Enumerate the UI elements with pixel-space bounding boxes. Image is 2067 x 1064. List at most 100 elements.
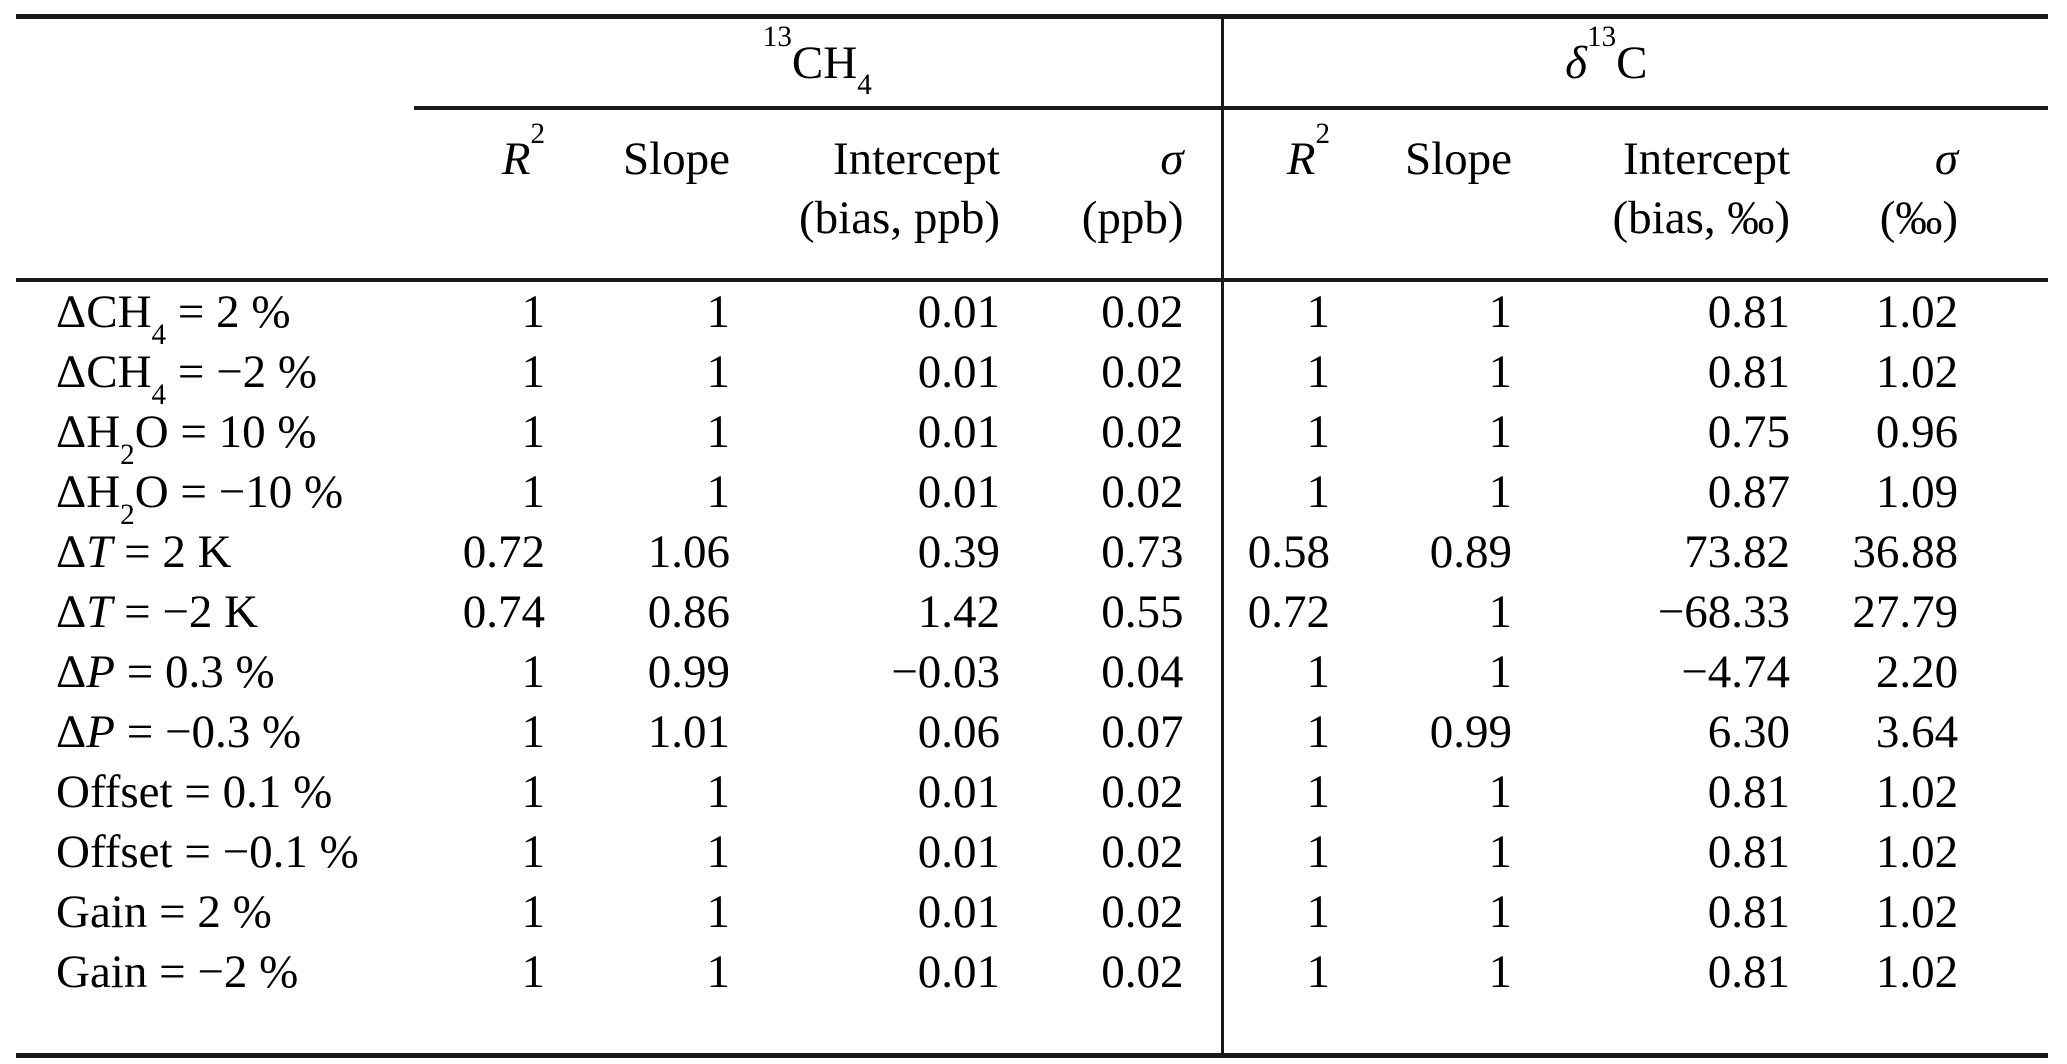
cell-intercept-ch4: 0.39	[917, 526, 1000, 578]
col-header-line1: Intercept	[832, 133, 1000, 185]
cell-r2-d13c: 1	[1220, 462, 1336, 522]
cell-r2-d13c: 1	[1220, 702, 1336, 762]
table-row: ΔH2O = 10 % 1 1 0.01 0.02 1 1 0.75 0.96	[16, 402, 2048, 469]
cell-slope-ch4: 1	[706, 286, 731, 338]
cell-slope-ch4: 1.01	[647, 706, 730, 758]
table-row: ΔCH4 = −2 % 1 1 0.01 0.02 1 1 0.81 1.02	[16, 342, 2048, 411]
table-row: ΔP = −0.3 % 1 1.01 0.06 0.07 1 0.99 6.30…	[16, 702, 2048, 762]
cell-r2-ch4: 1	[521, 766, 546, 818]
cell-sigma-d13c: 3.64	[1875, 706, 1959, 758]
cell-intercept-ch4: 0.01	[917, 346, 1000, 398]
group-header-row: 13CH4 δ13C	[16, 16, 2049, 110]
cell-intercept-d13c: 0.87	[1707, 466, 1791, 518]
cell-slope-ch4: 1	[706, 346, 731, 398]
cell-intercept-d13c: 73.82	[1684, 526, 1791, 578]
col-header-r2-d13c: R2	[1220, 108, 1336, 282]
cell-sigma-ch4: 0.07	[1101, 706, 1184, 758]
cell-sigma-ch4: 0.02	[1101, 466, 1184, 518]
cell-intercept-d13c: 0.81	[1707, 286, 1791, 338]
cell-intercept-d13c: 0.81	[1707, 766, 1791, 818]
col-header-intercept-d13c: Intercept (bias, ‰)	[1517, 108, 1796, 282]
row-label: ΔT = −2 K	[56, 586, 259, 638]
cell-sigma-ch4: 0.55	[1101, 586, 1184, 638]
cell-slope-d13c: 1	[1488, 886, 1513, 938]
group-header-d13c: δ13C	[1220, 16, 2049, 110]
table-row: ΔP = 0.3 % 1 0.99 −0.03 0.04 1 1 −4.74 2…	[16, 642, 2048, 702]
row-label: ΔCH4 = 2 %	[56, 286, 291, 351]
table-row: Gain = −2 % 1 1 0.01 0.02 1 1 0.81 1.02	[16, 942, 2048, 1056]
cell-slope-d13c: 1	[1488, 766, 1513, 818]
cell-sigma-ch4: 0.02	[1101, 346, 1184, 398]
row-label: ΔCH4 = −2 %	[56, 346, 317, 411]
cell-r2-d13c: 0.72	[1220, 582, 1336, 642]
row-label: Gain = −2 %	[56, 946, 299, 998]
stub-cell	[16, 108, 414, 282]
row-label: ΔP = 0.3 %	[56, 646, 275, 698]
cell-sigma-ch4: 0.02	[1101, 406, 1184, 458]
cell-r2-d13c: 0.58	[1220, 522, 1336, 582]
cell-slope-d13c: 1	[1488, 346, 1513, 398]
cell-slope-d13c: 1	[1488, 646, 1513, 698]
cell-r2-ch4: 0.72	[462, 526, 545, 578]
cell-slope-d13c: 1	[1488, 946, 1513, 998]
col-header-line2: (ppb)	[1081, 192, 1184, 244]
cell-sigma-ch4: 0.02	[1101, 286, 1184, 338]
cell-intercept-d13c: 6.30	[1707, 706, 1791, 758]
row-label: ΔT = 2 K	[56, 526, 232, 578]
cell-slope-ch4: 1	[706, 886, 731, 938]
cell-r2-ch4: 1	[521, 886, 546, 938]
col-header-line1: σ	[1934, 133, 1959, 185]
cell-r2-d13c: 1	[1220, 280, 1336, 342]
cell-intercept-ch4: 0.01	[917, 886, 1000, 938]
table-row: Gain = 2 % 1 1 0.01 0.02 1 1 0.81 1.02	[16, 882, 2048, 942]
cell-slope-d13c: 1	[1488, 826, 1513, 878]
cell-r2-d13c: 1	[1220, 822, 1336, 882]
cell-intercept-ch4: 0.01	[917, 286, 1000, 338]
cell-sigma-ch4: 0.02	[1101, 886, 1184, 938]
cell-sigma-d13c: 1.02	[1875, 766, 1959, 818]
cell-sigma-d13c: 1.02	[1875, 886, 1959, 938]
cell-sigma-d13c: 1.09	[1875, 466, 1959, 518]
cell-slope-d13c: 1	[1488, 286, 1513, 338]
cell-intercept-ch4: 0.01	[917, 406, 1000, 458]
cell-r2-ch4: 1	[521, 826, 546, 878]
cell-slope-ch4: 0.99	[647, 646, 730, 698]
table-row: ΔCH4 = 2 % 1 1 0.01 0.02 1 1 0.81 1.02	[16, 280, 2048, 351]
cell-sigma-d13c: 27.79	[1852, 586, 1959, 638]
cell-slope-ch4: 1	[706, 766, 731, 818]
cell-intercept-d13c: 0.81	[1707, 826, 1791, 878]
col-header-line1: Slope	[622, 133, 730, 185]
cell-intercept-d13c: 0.81	[1707, 946, 1791, 998]
table-row: Offset = 0.1 % 1 1 0.01 0.02 1 1 0.81 1.…	[16, 762, 2048, 822]
cell-r2-ch4: 1	[521, 346, 546, 398]
row-label: ΔP = −0.3 %	[56, 706, 302, 758]
cell-r2-d13c: 1	[1220, 762, 1336, 822]
cell-intercept-d13c: 0.81	[1707, 346, 1791, 398]
row-label: Gain = 2 %	[56, 886, 272, 938]
col-header-intercept-ch4: Intercept (bias, ppb)	[735, 108, 1005, 282]
cell-r2-d13c: 1	[1220, 342, 1336, 402]
table-row: ΔH2O = −10 % 1 1 0.01 0.02 1 1 0.87 1.09	[16, 462, 2048, 531]
col-header-sigma-d13c: σ (‰)	[1795, 108, 2049, 282]
cell-r2-ch4: 0.74	[462, 586, 545, 638]
col-header-slope-d13c: Slope	[1335, 108, 1518, 282]
cell-slope-d13c: 1	[1488, 466, 1513, 518]
cell-intercept-ch4: 0.01	[917, 766, 1000, 818]
cell-slope-d13c: 0.89	[1429, 526, 1513, 578]
column-header-row: R2 Slope Intercept (bias, ppb) σ (ppb) R…	[16, 108, 2049, 282]
cell-r2-ch4: 1	[521, 646, 546, 698]
cell-slope-d13c: 1	[1488, 406, 1513, 458]
col-header-slope-ch4: Slope	[550, 108, 735, 282]
cell-intercept-d13c: 0.75	[1707, 406, 1791, 458]
col-header-line1: Intercept	[1623, 133, 1791, 185]
cell-sigma-d13c: 0.96	[1875, 406, 1959, 458]
col-header-line1: Slope	[1404, 133, 1513, 185]
cell-r2-ch4: 1	[521, 706, 546, 758]
group-header-13ch4: 13CH4	[414, 16, 1223, 110]
cell-r2-ch4: 1	[521, 946, 546, 998]
row-label: ΔH2O = −10 %	[56, 466, 344, 531]
table-row: Offset = −0.1 % 1 1 0.01 0.02 1 1 0.81 1…	[16, 822, 2048, 882]
cell-slope-ch4: 1	[706, 946, 731, 998]
row-label: Offset = −0.1 %	[56, 826, 359, 878]
